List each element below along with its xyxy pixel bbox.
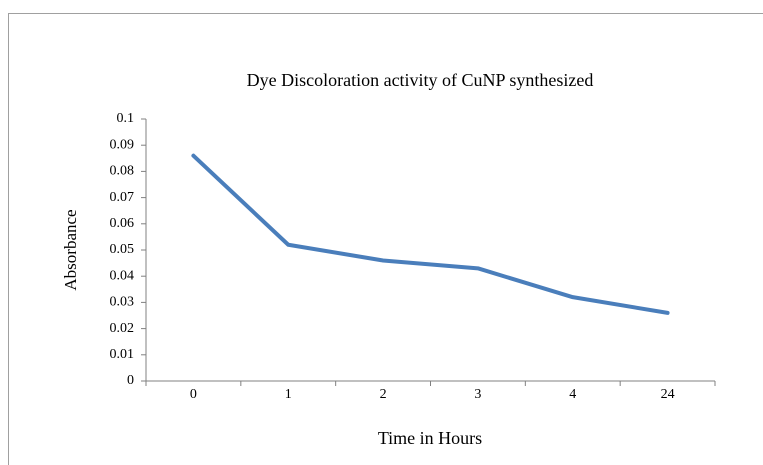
- x-tick-label: 3: [474, 387, 481, 402]
- chart-title: Dye Discoloration activity of CuNP synth…: [247, 70, 594, 90]
- y-tick-label: 0.09: [110, 137, 135, 152]
- x-tick-label: 4: [569, 387, 576, 402]
- x-tick-label: 2: [380, 387, 387, 402]
- y-tick-label: 0.04: [110, 268, 135, 283]
- chart-frame: [8, 13, 763, 465]
- y-tick-label: 0.01: [110, 347, 135, 362]
- y-axis-label: Absorbance: [61, 209, 80, 290]
- y-tick-label: 0.03: [110, 295, 135, 310]
- y-tick-label: 0: [127, 373, 134, 388]
- x-axis-label: Time in Hours: [378, 428, 482, 448]
- y-tick-label: 0.06: [110, 216, 135, 231]
- data-line: [191, 153, 670, 315]
- y-tick-label: 0.07: [110, 190, 135, 205]
- x-tick-label: 1: [285, 387, 292, 402]
- y-tick-label: 0.05: [110, 242, 135, 257]
- y-tick-label: 0.02: [110, 321, 135, 336]
- y-tick-label: 0.1: [117, 111, 135, 126]
- x-tick-label: 24: [661, 387, 675, 402]
- y-tick-label: 0.08: [110, 164, 135, 179]
- x-tick-label: 0: [190, 387, 197, 402]
